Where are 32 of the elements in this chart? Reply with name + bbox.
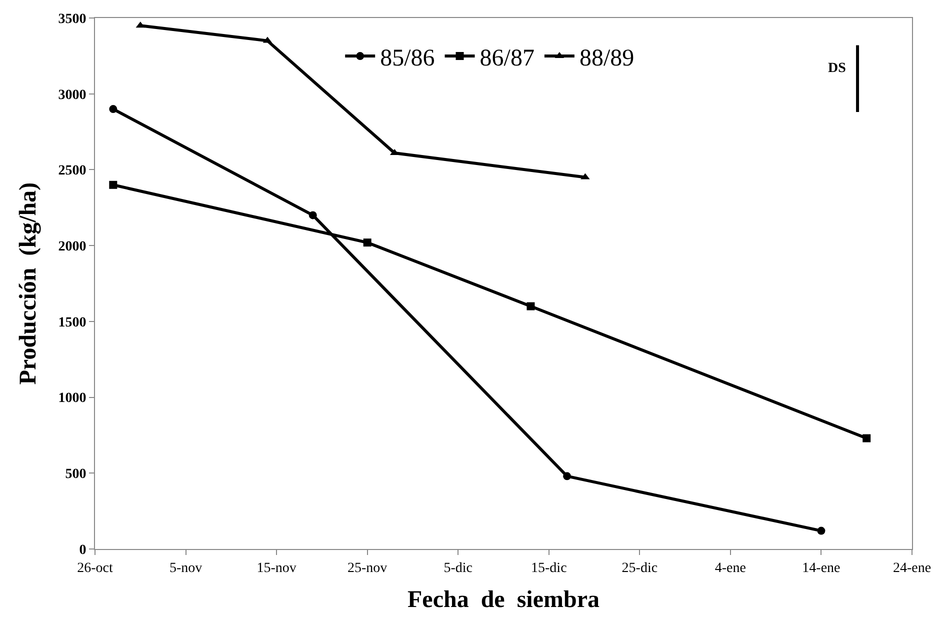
x-tick-label: 15-dic — [531, 560, 567, 576]
point — [563, 472, 572, 480]
y-tick-label: 2000 — [58, 239, 86, 254]
y-tick-label: 3500 — [58, 12, 86, 27]
point — [363, 238, 372, 247]
point — [308, 211, 317, 220]
x-tick-label: 26-oct — [77, 560, 113, 576]
point — [109, 105, 118, 114]
point — [817, 526, 826, 535]
y-tick-label: 500 — [65, 467, 86, 482]
legend-label: 88/89 — [579, 45, 634, 72]
x-tick-label: 14-ene — [802, 560, 840, 576]
point — [526, 302, 535, 310]
y-tick-label: 2500 — [58, 164, 86, 179]
y-tick-label: 3000 — [58, 88, 86, 103]
y-tick-label: 0 — [79, 542, 86, 558]
x-tick-label: 25-dic — [622, 560, 658, 576]
x-tick-label: 15-nov — [256, 560, 296, 576]
x-tick-label: 24-ene — [892, 560, 932, 576]
x-tick-label: 4-ene — [714, 560, 746, 576]
x-tick-label: 5-nov — [169, 560, 202, 576]
x-axis-title: Fecha de siembra — [408, 587, 600, 614]
legend-label: 85/86 — [380, 45, 435, 72]
y-tick-label: 1500 — [58, 315, 86, 330]
x-tick-label: 25-nov — [347, 560, 388, 576]
y-axis-title: Producción (kg/ha) — [15, 182, 42, 385]
point — [109, 180, 118, 189]
x-tick-label: 5-dic — [444, 560, 472, 576]
series-label: DS — [828, 61, 846, 76]
legend-label: 86/87 — [480, 45, 534, 72]
point — [862, 434, 871, 442]
y-tick-label: 1000 — [58, 391, 86, 406]
